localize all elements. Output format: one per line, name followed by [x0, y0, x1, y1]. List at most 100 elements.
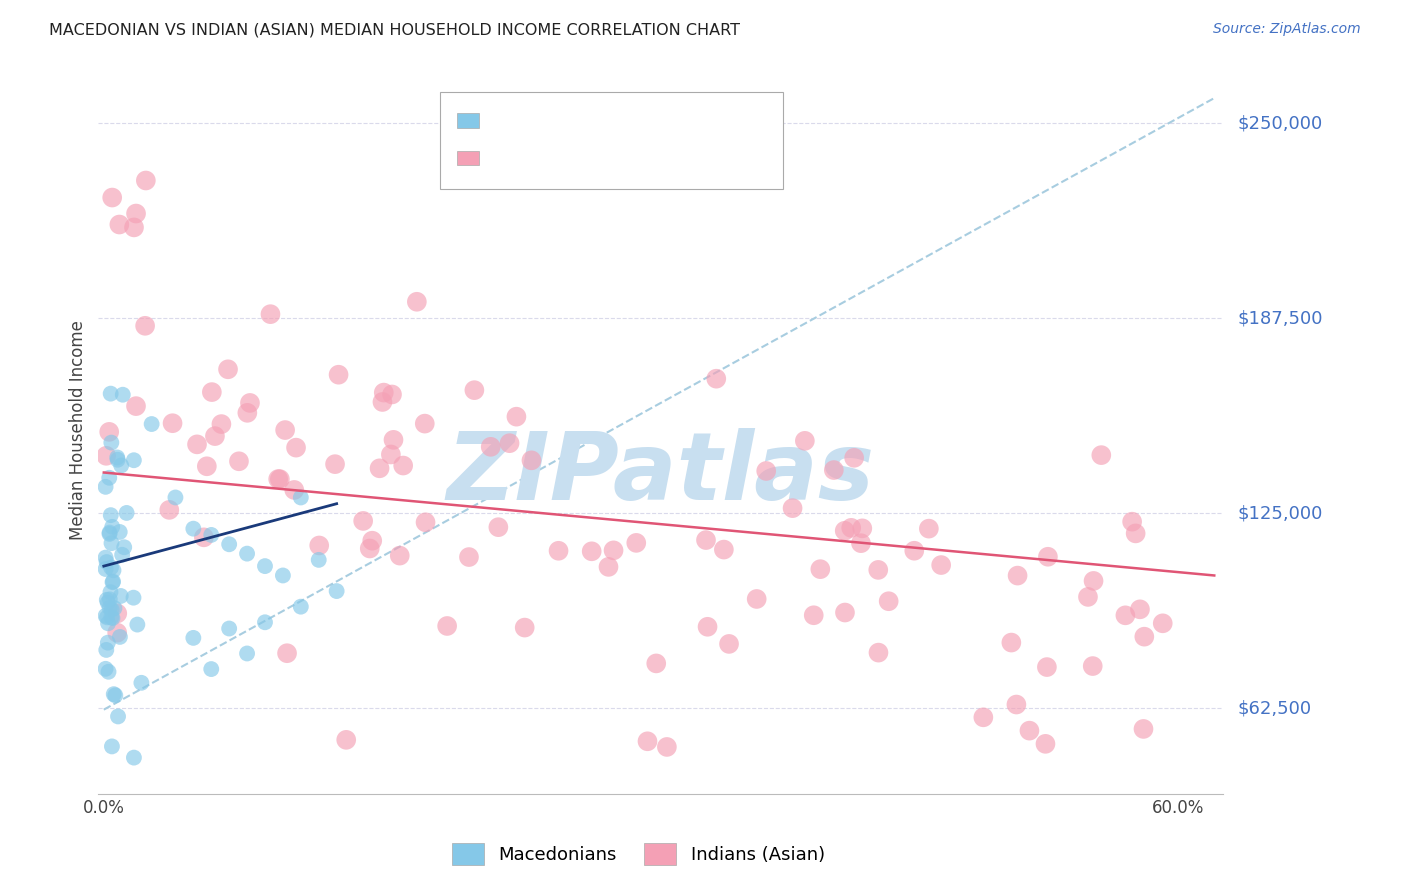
- Point: [217, 362, 239, 376]
- Point: [834, 606, 856, 620]
- Point: [1129, 602, 1152, 616]
- Point: [368, 461, 391, 475]
- Text: $250,000: $250,000: [1237, 114, 1323, 132]
- Point: [94, 550, 117, 565]
- Point: [834, 524, 856, 538]
- Point: [183, 522, 205, 536]
- Text: $125,000: $125,000: [1237, 504, 1323, 522]
- Text: Source: ZipAtlas.com: Source: ZipAtlas.com: [1213, 22, 1361, 37]
- Point: [1007, 568, 1029, 582]
- Point: [283, 483, 305, 497]
- Point: [290, 599, 312, 614]
- Point: [547, 543, 569, 558]
- Point: [392, 458, 415, 473]
- Point: [486, 520, 509, 534]
- Point: [803, 608, 825, 623]
- Point: [122, 453, 145, 467]
- Point: [903, 543, 925, 558]
- Point: [108, 524, 131, 539]
- Point: [782, 501, 804, 516]
- Point: [101, 611, 124, 625]
- Point: [436, 619, 458, 633]
- Point: [105, 607, 128, 621]
- Point: [849, 536, 872, 550]
- Text: R =: R =: [491, 112, 527, 129]
- Point: [823, 463, 845, 477]
- Point: [94, 662, 117, 676]
- Point: [413, 417, 436, 431]
- Point: [122, 220, 145, 235]
- Point: [108, 218, 131, 232]
- Point: [405, 294, 427, 309]
- Point: [97, 665, 120, 679]
- Point: [1000, 635, 1022, 649]
- Point: [107, 709, 129, 723]
- Point: [100, 435, 122, 450]
- Point: [1036, 660, 1059, 674]
- Text: 0.186: 0.186: [538, 112, 591, 129]
- Text: -0.253: -0.253: [538, 149, 598, 167]
- Legend: Macedonians, Indians (Asian): Macedonians, Indians (Asian): [444, 836, 832, 872]
- Point: [110, 589, 132, 603]
- Point: [695, 533, 717, 547]
- Point: [94, 562, 117, 576]
- Point: [290, 491, 312, 505]
- Point: [101, 574, 124, 589]
- Point: [96, 555, 118, 569]
- Point: [105, 625, 128, 640]
- Point: [131, 675, 153, 690]
- Text: R =: R =: [491, 149, 527, 167]
- Point: [204, 429, 226, 443]
- Point: [101, 739, 124, 754]
- Point: [755, 464, 778, 478]
- Point: [201, 385, 224, 400]
- Point: [98, 527, 121, 541]
- Point: [1081, 659, 1104, 673]
- Point: [107, 452, 129, 467]
- Point: [328, 368, 350, 382]
- Point: [626, 536, 648, 550]
- Point: [808, 562, 831, 576]
- Point: [382, 433, 405, 447]
- Point: [267, 472, 290, 486]
- Point: [361, 533, 384, 548]
- Point: [381, 387, 404, 401]
- Point: [209, 417, 232, 431]
- Point: [1077, 590, 1099, 604]
- Point: [696, 620, 718, 634]
- Point: [458, 549, 481, 564]
- Point: [359, 541, 381, 556]
- Point: [103, 687, 125, 701]
- Point: [100, 585, 122, 599]
- Point: [868, 563, 890, 577]
- Point: [253, 615, 276, 630]
- Point: [112, 541, 135, 555]
- Point: [101, 575, 124, 590]
- Point: [513, 621, 536, 635]
- Point: [96, 643, 118, 657]
- Point: [844, 450, 866, 465]
- Point: [96, 610, 118, 624]
- Point: [371, 395, 394, 409]
- Point: [94, 480, 117, 494]
- Point: [239, 396, 262, 410]
- Point: [162, 416, 184, 430]
- Point: [105, 450, 128, 465]
- Text: N=: N=: [595, 149, 626, 167]
- Point: [1036, 549, 1059, 564]
- Point: [97, 635, 120, 649]
- Point: [122, 750, 145, 764]
- Point: [96, 592, 118, 607]
- Point: [323, 457, 346, 471]
- Point: [125, 399, 148, 413]
- Point: [96, 449, 118, 463]
- Point: [100, 508, 122, 523]
- Point: [308, 539, 330, 553]
- Text: MACEDONIAN VS INDIAN (ASIAN) MEDIAN HOUSEHOLD INCOME CORRELATION CHART: MACEDONIAN VS INDIAN (ASIAN) MEDIAN HOUS…: [49, 22, 740, 37]
- Point: [97, 596, 120, 610]
- Point: [103, 563, 125, 577]
- Point: [108, 630, 131, 644]
- Point: [236, 547, 259, 561]
- Point: [1018, 723, 1040, 738]
- Point: [186, 437, 208, 451]
